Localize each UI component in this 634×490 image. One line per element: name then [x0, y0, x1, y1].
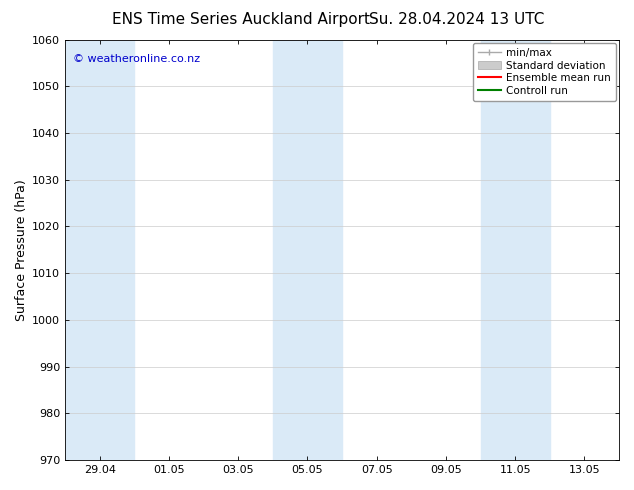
Bar	[65, 40, 134, 460]
Text: ENS Time Series Auckland Airport: ENS Time Series Auckland Airport	[112, 12, 370, 27]
Y-axis label: Surface Pressure (hPa): Surface Pressure (hPa)	[15, 179, 28, 321]
Bar	[481, 40, 550, 460]
Text: © weatheronline.co.nz: © weatheronline.co.nz	[74, 54, 200, 64]
Text: Su. 28.04.2024 13 UTC: Su. 28.04.2024 13 UTC	[369, 12, 544, 27]
Bar	[273, 40, 342, 460]
Legend: min/max, Standard deviation, Ensemble mean run, Controll run: min/max, Standard deviation, Ensemble me…	[472, 43, 616, 101]
